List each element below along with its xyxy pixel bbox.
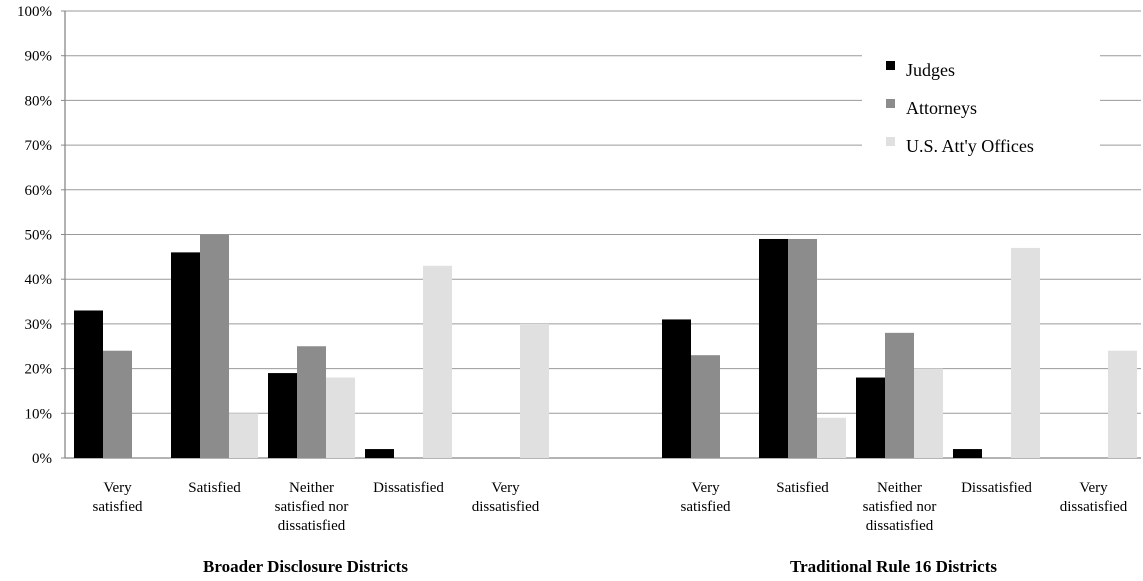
legend-label: Judges [906, 60, 955, 80]
bar-u-s-att-y-offices [520, 323, 549, 458]
bar-u-s-att-y-offices [817, 417, 846, 458]
category-label: Satisfied [776, 480, 829, 496]
category-label: Very dissatisfied [472, 480, 540, 515]
bar-u-s-att-y-offices [1108, 350, 1137, 458]
category-label: Neither satisfied nor dissatisfied [275, 480, 349, 534]
bar-judges [171, 252, 200, 458]
category-label: Satisfied [188, 480, 241, 496]
category-label: Very satisfied [93, 480, 143, 515]
bar-attorneys [885, 332, 914, 458]
y-tick-label: 70% [25, 138, 53, 154]
legend-swatch [886, 61, 895, 70]
bar-attorneys [788, 238, 817, 458]
y-tick-label: 0% [32, 451, 52, 467]
legend-label: Attorneys [906, 98, 977, 118]
bar-u-s-att-y-offices [1011, 247, 1040, 458]
category-label: Dissatisfied [961, 480, 1032, 496]
y-tick-label: 50% [25, 228, 53, 244]
y-tick-label: 90% [25, 49, 53, 65]
bar-judges [74, 310, 103, 458]
bar-judges [759, 238, 788, 458]
bar-attorneys [297, 346, 326, 458]
y-tick-label: 10% [25, 406, 53, 422]
category-label: Very satisfied [681, 480, 731, 515]
bar-attorneys [200, 234, 229, 458]
y-axis-ticks: 0% 10% 20% 30% 40% 50% 60% 70% 80% 90% 100% [17, 4, 52, 467]
bar-judges [856, 377, 885, 458]
y-tick-label: 40% [25, 272, 53, 288]
bar-judges [662, 319, 691, 458]
bar-attorneys [691, 355, 720, 458]
bar-judges [365, 449, 394, 458]
group-labels: Broader Disclosure Districts Traditional … [203, 557, 997, 576]
bar-attorneys [103, 350, 132, 458]
y-tick-label: 60% [25, 183, 53, 199]
legend: Judges Attorneys U.S. Att'y Offices [886, 60, 1034, 156]
y-tick-label: 100% [17, 4, 52, 20]
bar-u-s-att-y-offices [423, 265, 452, 458]
y-tick-label: 80% [25, 93, 53, 109]
bars [74, 234, 1137, 458]
bar-u-s-att-y-offices [914, 368, 943, 458]
category-labels: Very satisfied Satisfied Neither satisfied n… [93, 480, 1128, 534]
bar-u-s-att-y-offices [326, 377, 355, 458]
bar-u-s-att-y-offices [229, 413, 258, 458]
legend-label: U.S. Att'y Offices [906, 136, 1034, 156]
bar-judges [268, 373, 297, 458]
category-label: Dissatisfied [373, 480, 444, 496]
legend-swatch [886, 99, 895, 108]
group-label: Broader Disclosure Districts [203, 557, 408, 576]
category-label: Very dissatisfied [1060, 480, 1128, 515]
bar-judges [953, 449, 982, 458]
y-tick-label: 30% [25, 317, 53, 333]
y-tick-label: 20% [25, 362, 53, 378]
category-label: Neither satisfied nor dissatisfied [863, 480, 937, 534]
group-label: Traditional Rule 16 Districts [790, 557, 997, 576]
legend-swatch [886, 137, 895, 146]
